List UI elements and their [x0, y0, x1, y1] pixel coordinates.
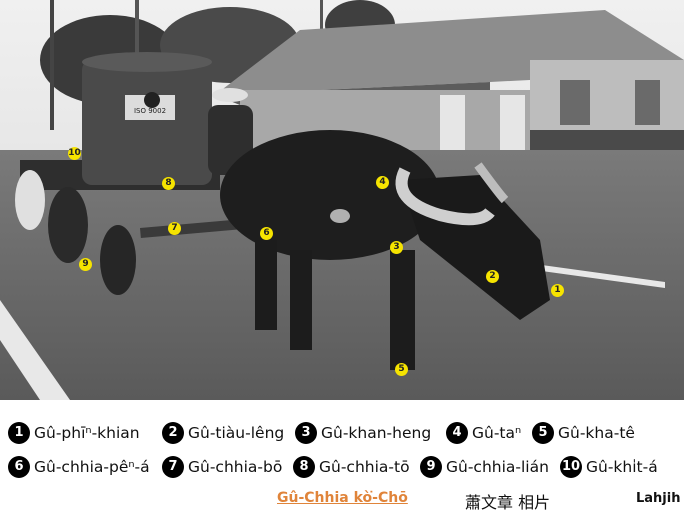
legend-item: 1 Gû-phīⁿ-khian — [8, 422, 140, 444]
legend-text: Gû-khan-heng — [321, 424, 432, 442]
legend-number: 1 — [8, 422, 30, 444]
legend-item: 4 Gû-taⁿ — [446, 422, 521, 444]
legend-item: 6 Gû-chhia-pêⁿ-á — [8, 456, 150, 478]
legend-item: 5 Gû-kha-tê — [532, 422, 635, 444]
photo-label-2: 2 — [486, 270, 499, 283]
legend-number: 10 — [560, 456, 582, 478]
photo-label-10: 10 — [68, 147, 81, 160]
legend-item: 10 Gû-khi̍t-á — [560, 456, 658, 478]
legend-number: 5 — [532, 422, 554, 444]
photo-label-8: 8 — [162, 177, 175, 190]
legend-text: Gû-chhia-bō — [188, 458, 283, 476]
legend-item: 9 Gû-chhia-lián — [420, 456, 549, 478]
legend-text: Gû-taⁿ — [472, 424, 522, 442]
legend-number: 9 — [420, 456, 442, 478]
legend-text: Gû-khi̍t-á — [586, 458, 658, 476]
legend-text: Gû-phīⁿ-khian — [34, 424, 140, 442]
legend-item: 2 Gû-tiàu-lêng — [162, 422, 284, 444]
photo-label-7: 7 — [168, 222, 181, 235]
brand-name: Lahjih — [636, 491, 681, 506]
legend-text: Gû-tiàu-lêng — [188, 424, 285, 442]
photo-credit: 蕭文章 相片 — [465, 493, 551, 512]
footer-title-link[interactable]: Gû-Chhia kò͘-Chō — [277, 490, 408, 506]
legend-text: Gû-chhia-tō — [319, 458, 410, 476]
legend-item: 3 Gû-khan-heng — [295, 422, 431, 444]
legend-number: 6 — [8, 456, 30, 478]
photo-label-6: 6 — [260, 227, 273, 240]
legend-item: 8 Gû-chhia-tō — [293, 456, 410, 478]
photo-label-3: 3 — [390, 241, 403, 254]
buffalo-cart-photo: ISO 9002 — [0, 0, 684, 400]
legend-number: 8 — [293, 456, 315, 478]
legend-item: 7 Gû-chhia-bō — [162, 456, 282, 478]
photo-label-4: 4 — [376, 176, 389, 189]
legend-number: 3 — [295, 422, 317, 444]
legend-row-2: 6 Gû-chhia-pêⁿ-á 7 Gû-chhia-bō 8 Gû-chhi… — [0, 456, 684, 480]
svg-text:ISO 9002: ISO 9002 — [134, 107, 166, 115]
legend-text: Gû-chhia-lián — [446, 458, 549, 476]
legend-row-1: 1 Gû-phīⁿ-khian 2 Gû-tiàu-lêng 3 Gû-khan… — [0, 422, 684, 446]
legend-number: 7 — [162, 456, 184, 478]
legend-number: 2 — [162, 422, 184, 444]
legend-text: Gû-chhia-pêⁿ-á — [34, 458, 150, 476]
photo-label-9: 9 — [79, 258, 92, 271]
photo-label-5: 5 — [395, 363, 408, 376]
photo-label-1: 1 — [551, 284, 564, 297]
legend-number: 4 — [446, 422, 468, 444]
legend-text: Gû-kha-tê — [558, 424, 635, 442]
